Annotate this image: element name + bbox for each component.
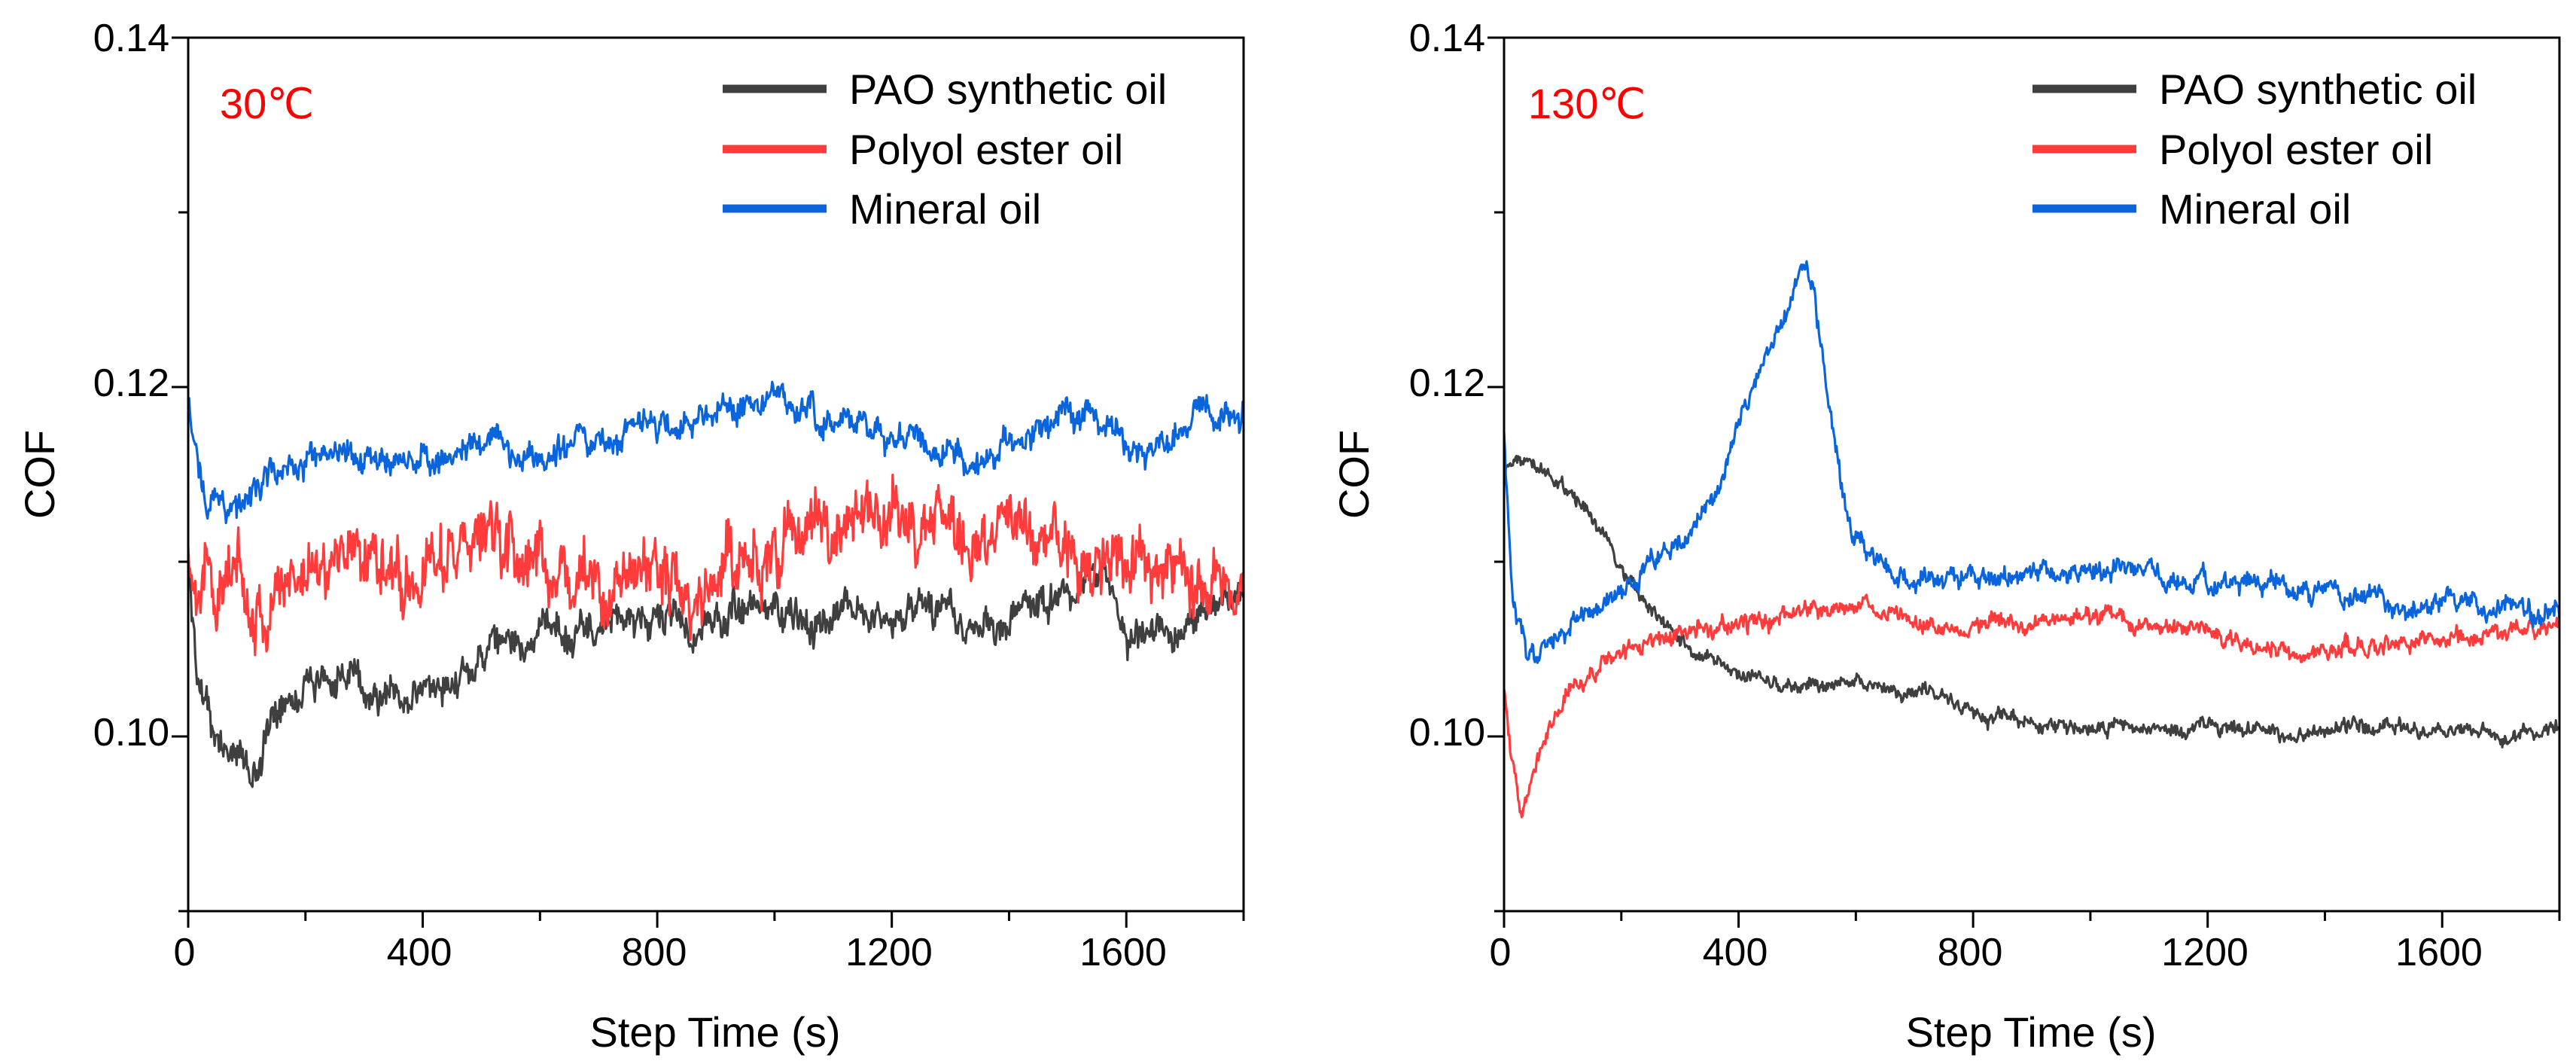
series-line-polyol bbox=[187, 474, 1245, 657]
legend-label-polyol: Polyol ester oil bbox=[2159, 126, 2433, 173]
x-tick-label-1600: 1600 bbox=[2395, 931, 2483, 974]
y-tick-label-0.14: 0.14 bbox=[93, 17, 169, 60]
series-line-mineral bbox=[1503, 260, 2561, 664]
x-tick-label-800: 800 bbox=[622, 931, 687, 974]
y-tick-label-0.12: 0.12 bbox=[93, 361, 169, 405]
chart-panel-30c: 0 400 800 1200 1600 0.10 0.12 0.14 Step … bbox=[16, 17, 1245, 1056]
x-tick-label-0: 0 bbox=[174, 931, 196, 974]
x-tick-label-0: 0 bbox=[1490, 931, 1512, 974]
panel-temperature-label: 30℃ bbox=[220, 80, 314, 127]
x-tick-label-1600: 1600 bbox=[1079, 931, 1167, 974]
y-tick-label-0.12: 0.12 bbox=[1409, 361, 1485, 405]
legend-label-polyol: Polyol ester oil bbox=[849, 126, 1123, 173]
legend-label-mineral: Mineral oil bbox=[849, 185, 1041, 233]
series-line-polyol bbox=[1503, 593, 2561, 819]
series-line-pao bbox=[1503, 455, 2561, 748]
y-axis-title: COF bbox=[16, 430, 63, 519]
y-tick-label-0.10: 0.10 bbox=[1409, 711, 1485, 755]
y-axis-title: COF bbox=[1330, 430, 1378, 519]
x-tick-label-400: 400 bbox=[1703, 931, 1768, 974]
x-tick-label-1200: 1200 bbox=[845, 931, 933, 974]
plot-frame-130c bbox=[1503, 36, 2561, 913]
legend-label-pao: PAO synthetic oil bbox=[849, 66, 1167, 113]
x-axis-title: Step Time (s) bbox=[590, 1008, 841, 1056]
legend-label-mineral: Mineral oil bbox=[2159, 185, 2351, 233]
x-axis-title: Step Time (s) bbox=[1906, 1008, 2157, 1056]
panel-temperature-label: 130℃ bbox=[1528, 80, 1646, 127]
tick-marks-30c bbox=[172, 36, 1245, 928]
chart-panel-130c: 0 400 800 1200 1600 0.10 0.12 0.14 Step … bbox=[1330, 17, 2561, 1056]
x-tick-label-800: 800 bbox=[1938, 931, 2003, 974]
tick-marks-130c bbox=[1487, 36, 2561, 928]
x-tick-label-400: 400 bbox=[387, 931, 452, 974]
series-line-pao bbox=[187, 549, 1245, 788]
legend: PAO synthetic oil Polyol ester oil Miner… bbox=[723, 66, 1167, 233]
series-line-mineral bbox=[187, 380, 1245, 525]
legend-label-pao: PAO synthetic oil bbox=[2159, 66, 2477, 113]
x-tick-label-1200: 1200 bbox=[2161, 931, 2249, 974]
series-layer-130c bbox=[1503, 260, 2561, 819]
y-tick-label-0.10: 0.10 bbox=[93, 711, 169, 755]
series-layer-30c bbox=[187, 380, 1245, 788]
plot-frame-30c bbox=[187, 36, 1245, 913]
legend: PAO synthetic oil Polyol ester oil Miner… bbox=[2032, 66, 2477, 233]
y-tick-label-0.14: 0.14 bbox=[1409, 17, 1485, 60]
